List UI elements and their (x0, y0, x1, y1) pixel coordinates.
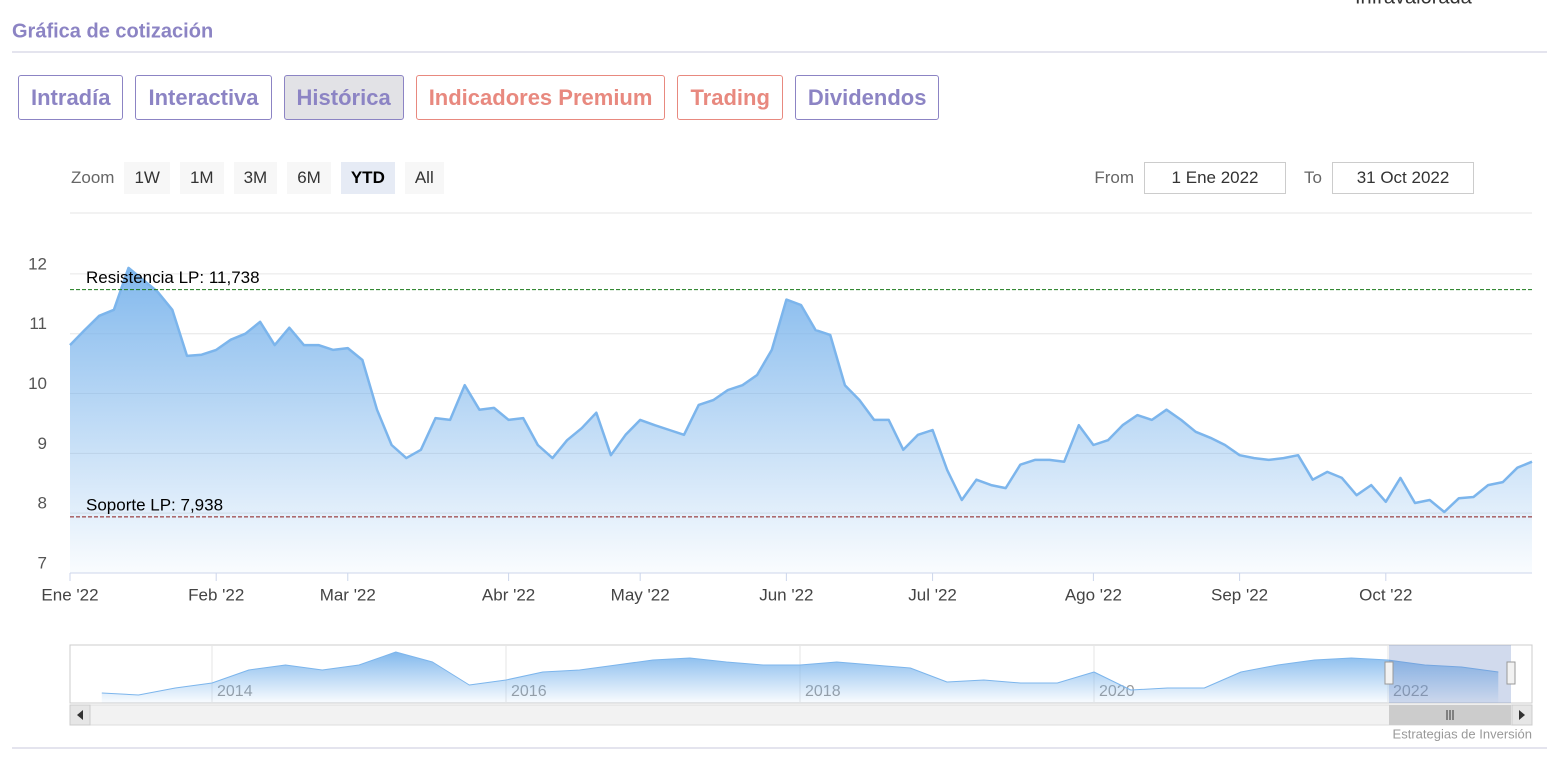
x-tick-label: Ago '22 (1065, 585, 1122, 604)
scrollbar-track (69, 704, 1533, 726)
price-line (69, 266, 1533, 514)
from-input[interactable]: 1 Ene 2022 (1144, 162, 1287, 194)
x-tick-label: Feb '22 (188, 585, 244, 604)
x-tick-label: Ene '22 (41, 585, 98, 604)
tab[interactable]: Trading (677, 75, 783, 120)
zoom-button[interactable]: All (404, 162, 444, 194)
price-line (101, 651, 1499, 696)
to-input[interactable]: 31 Oct 2022 (1332, 162, 1474, 194)
zoom-button[interactable]: 1M (179, 162, 224, 194)
x-tick-label: Jun '22 (759, 585, 813, 604)
x-tick-label: Abr '22 (482, 585, 535, 604)
from-label: From (1094, 168, 1135, 187)
credit: Estrategias de Inversión (1393, 726, 1532, 741)
tab[interactable]: Dividendos (794, 75, 940, 120)
y-tick-label: 11 (29, 314, 47, 333)
zoom-button[interactable]: 6M (287, 162, 331, 194)
y-tick-label: 9 (38, 434, 47, 453)
y-tick-label: 10 (28, 374, 47, 393)
rating-label: Infravalorada (1355, 0, 1473, 8)
tab[interactable]: Indicadores Premium (415, 75, 666, 120)
tab[interactable]: Interactiva (135, 75, 272, 120)
to-label: To (1304, 168, 1322, 187)
x-tick-label: May '22 (611, 585, 670, 604)
area-fill (101, 652, 1499, 703)
zoom-bar: Zoom 1W 1M 3M 6M YTD All (71, 162, 444, 194)
tab-bar: Intradía Interactiva Histórica Indicadores … (18, 75, 940, 120)
zoom-button[interactable]: 3M (233, 162, 278, 194)
y-tick-label: 7 (38, 553, 47, 572)
zoom-button[interactable]: YTD (340, 162, 395, 194)
tab[interactable]: Histórica (283, 75, 404, 120)
navigator-mask (1389, 645, 1511, 703)
date-range: From 1 Ene 2022 To 31 Oct 2022 (1094, 162, 1474, 194)
y-tick-label: 8 (38, 494, 47, 513)
arrow (77, 710, 83, 720)
area-fill (70, 267, 1532, 573)
navigator-handle[interactable] (1384, 661, 1394, 685)
x-tick-label: Jul '22 (908, 585, 957, 604)
section-title: Gráfica de cotización (12, 20, 213, 42)
plot-line-label: Resistencia LP: 11,738 (86, 268, 260, 287)
plot-line-label: Soporte LP: 7,938 (86, 495, 223, 514)
x-tick-label: Mar '22 (320, 585, 376, 604)
arrow (1519, 710, 1525, 720)
y-tick-label: 12 (28, 254, 47, 273)
x-tick-label: Sep '22 (1211, 585, 1268, 604)
zoom-label: Zoom (71, 168, 115, 187)
navigator-handle[interactable] (1506, 661, 1516, 685)
grip (1446, 710, 1454, 720)
tab[interactable]: Intradía (18, 75, 124, 120)
x-tick-label: Oct '22 (1359, 585, 1412, 604)
zoom-button[interactable]: 1W (124, 162, 170, 194)
